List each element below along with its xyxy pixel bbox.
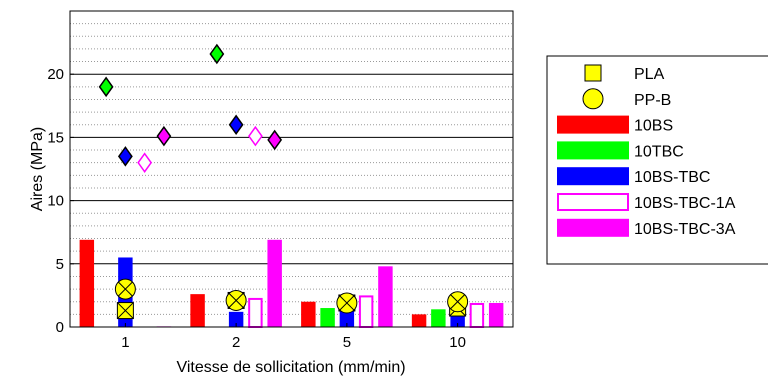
marker-10bs-tbc-1a [137, 152, 153, 173]
legend-label: PLA [634, 66, 665, 83]
x-axis-label: Vitesse de sollicitation (mm/min) [176, 359, 405, 376]
axes: 0 5 10 15 20 1 2 5 10 [47, 66, 466, 351]
legend-swatch [557, 115, 629, 134]
marker-10bs-tbc-3a [156, 125, 172, 147]
marker-10bs-tbc-1a [247, 125, 263, 147]
bar-10bs [190, 294, 205, 327]
marker-10bs-tbc [117, 146, 133, 167]
legend-label: 10BS-TBC [634, 169, 710, 186]
legend-label: 10TBC [634, 143, 684, 160]
legend-item-10bs-tbc-3a: 10BS-TBC-3A [557, 218, 736, 238]
bar-10bs-tbc-3a [488, 302, 504, 327]
y-axis-label: Aires (MPa) [29, 127, 46, 211]
bar-10bs [301, 301, 316, 327]
legend-item-pla: PLA [584, 64, 665, 83]
bars [79, 239, 504, 329]
legend: PLA PP-B 10BS 10TBC 10BS-TBC 10BS-TBC-1A 10BS-… [546, 55, 768, 265]
legend-swatch [584, 64, 602, 82]
bar-10bs [411, 314, 427, 327]
x-tick-label: 10 [449, 334, 466, 351]
bar-10bs-tbc [339, 310, 355, 327]
bar-10bs-tbc-1a [248, 297, 263, 329]
bar-10bs [79, 239, 95, 327]
bar-10tbc [320, 308, 335, 327]
legend-swatch [557, 167, 629, 186]
marker-pp-b [114, 278, 136, 300]
marker-cross [117, 302, 134, 319]
legend-item-10tbc: 10TBC [557, 141, 684, 160]
plot-frame [69, 10, 514, 328]
legend-label: 10BS-TBC-1A [634, 195, 736, 212]
bar-10bs-tbc-1a [358, 295, 374, 328]
y-tick-label: 10 [47, 193, 64, 210]
x-tick-label: 1 [121, 334, 129, 351]
marker-cross [117, 281, 133, 297]
legend-swatch [582, 88, 604, 110]
markers [98, 43, 469, 320]
marker-pp-b [225, 289, 247, 311]
x-tick-label: 5 [343, 334, 351, 351]
bar-10tbc [431, 309, 446, 327]
bar-10bs-tbc [228, 311, 244, 327]
legend-item-10bs-tbc: 10BS-TBC [557, 167, 710, 186]
y-tick-label: 5 [56, 256, 64, 273]
bar-10bs-tbc-3a [267, 239, 282, 327]
marker-10tbc [98, 76, 114, 98]
legend-swatch [557, 193, 629, 211]
legend-label: 10BS-TBC-3A [634, 221, 736, 238]
grid [70, 23, 513, 315]
legend-label: 10BS [634, 118, 673, 135]
legend-item-10bs: 10BS [557, 115, 673, 135]
legend-item-10bs-tbc-1a: 10BS-TBC-1A [557, 193, 736, 212]
x-tick-label: 2 [232, 334, 240, 351]
legend-item-pp-b: PP-B [582, 88, 671, 110]
marker-10bs-tbc [228, 114, 244, 136]
y-tick-label: 0 [56, 319, 64, 336]
marker-pla [116, 302, 134, 320]
marker-pp-b [447, 291, 469, 313]
bar-10bs-tbc-3a [378, 266, 393, 327]
bar-10bs-tbc-1a [469, 302, 485, 329]
marker-cross [228, 293, 244, 308]
marker-10tbc [209, 43, 225, 65]
y-tick-label: 20 [47, 66, 64, 83]
y-tick-label: 15 [47, 129, 64, 146]
marker-cross [339, 295, 355, 311]
marker-cross [450, 294, 466, 310]
marker-10bs-tbc-3a [267, 129, 283, 151]
marker-pp-b [336, 292, 358, 314]
legend-swatch [557, 218, 629, 237]
legend-swatch [557, 141, 629, 160]
legend-label: PP-B [634, 92, 671, 109]
